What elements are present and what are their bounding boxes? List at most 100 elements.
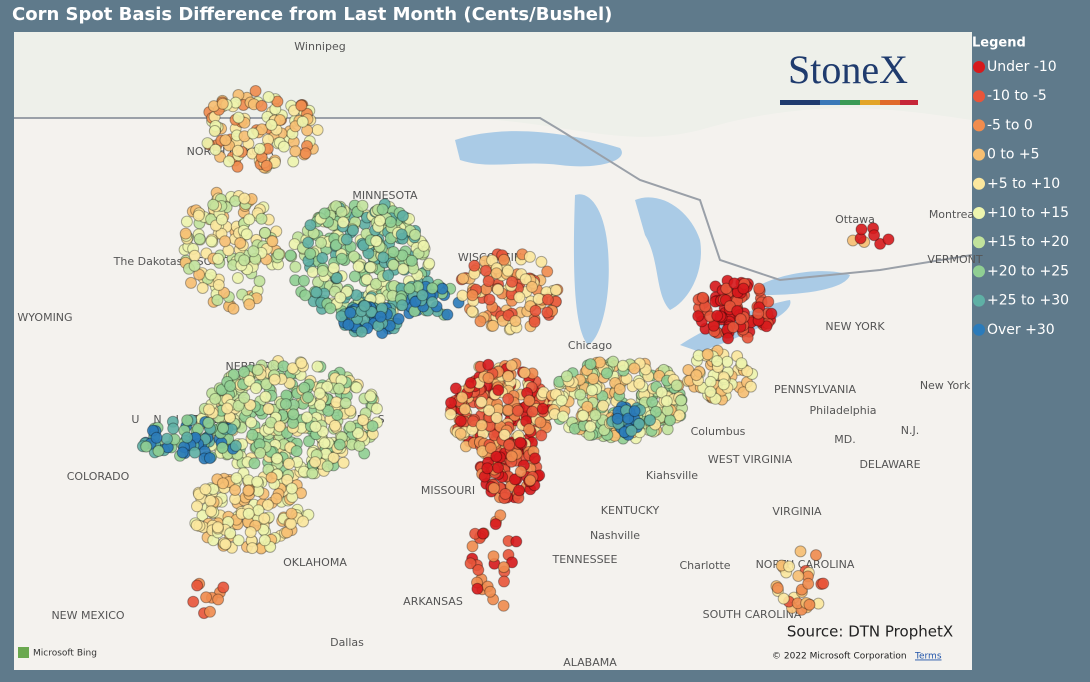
location-dot — [506, 275, 518, 288]
location-dot — [329, 419, 341, 432]
location-dot — [803, 598, 816, 611]
location-dot — [188, 249, 201, 262]
location-dot — [783, 560, 796, 573]
location-dot — [180, 215, 193, 228]
location-dot — [711, 355, 724, 368]
terms-link[interactable]: Terms — [914, 652, 942, 662]
location-dot — [150, 431, 163, 444]
location-dot — [655, 386, 668, 399]
location-dot — [286, 362, 299, 375]
location-dot — [792, 570, 805, 582]
location-dot — [217, 581, 230, 594]
location-dot — [303, 435, 315, 448]
legend-label: 0 to +5 — [987, 147, 1040, 163]
location-dot — [777, 592, 790, 605]
location-dot — [271, 452, 283, 465]
legend-swatch — [973, 90, 985, 103]
location-dot — [660, 395, 673, 408]
location-dot — [260, 159, 273, 172]
location-dot — [281, 473, 294, 486]
location-dot — [203, 403, 215, 416]
location-dot — [140, 440, 153, 453]
location-dot — [253, 275, 266, 288]
location-dot — [217, 477, 229, 490]
location-dot — [392, 312, 405, 325]
location-dot — [633, 417, 646, 430]
location-dot — [302, 236, 315, 249]
location-dot — [586, 384, 598, 397]
location-dot — [477, 527, 489, 540]
location-dot — [209, 143, 222, 156]
location-dot — [251, 364, 264, 376]
legend-swatch — [973, 294, 985, 307]
location-dot — [215, 213, 228, 226]
map-label: MINNESOTA — [352, 189, 418, 202]
location-dot — [514, 436, 527, 449]
location-dot — [176, 446, 189, 459]
legend-swatch — [973, 148, 985, 161]
location-dot — [229, 484, 242, 496]
location-dot — [625, 424, 638, 437]
location-dot — [265, 471, 278, 484]
legend: Under -10 -10 to -5 -5 to 0 0 to +5 +5 to +1… — [973, 59, 1069, 338]
location-dot — [802, 577, 815, 590]
location-dot — [499, 488, 512, 500]
location-dot — [589, 409, 602, 422]
map-label: Nashville — [590, 529, 640, 542]
location-dot — [492, 461, 504, 474]
location-dot — [611, 412, 624, 425]
legend-label: +15 to +20 — [987, 234, 1069, 250]
location-dot — [534, 416, 547, 429]
location-dot — [466, 540, 479, 553]
location-dot — [704, 375, 717, 388]
location-dot — [238, 366, 250, 378]
location-dot — [396, 299, 409, 312]
location-dot — [314, 398, 327, 411]
location-dot — [290, 445, 303, 458]
location-dot — [231, 144, 244, 157]
location-dot — [352, 427, 364, 440]
location-dot — [227, 302, 240, 315]
location-dot — [289, 260, 302, 273]
map-label: Chicago — [568, 339, 612, 352]
location-dot — [310, 286, 323, 299]
location-dot — [523, 250, 536, 263]
location-dot — [481, 462, 494, 475]
location-dot — [337, 456, 350, 469]
location-dot — [259, 390, 272, 403]
location-dot — [334, 291, 347, 304]
logo-bar-segment — [820, 100, 840, 105]
location-dot — [449, 382, 462, 395]
location-dot — [284, 517, 297, 530]
location-dot — [219, 235, 231, 248]
location-dot — [445, 396, 457, 409]
location-dot — [297, 274, 310, 287]
location-dot — [330, 239, 343, 252]
location-dot — [475, 396, 488, 408]
location-dot — [417, 239, 430, 252]
location-dot — [613, 383, 626, 396]
location-dot — [258, 534, 271, 547]
location-dot — [188, 446, 201, 459]
location-dot — [492, 384, 505, 397]
location-dot — [441, 308, 454, 321]
location-dot — [458, 403, 471, 416]
location-dot — [221, 402, 234, 415]
location-dot — [330, 272, 343, 284]
legend-label: +10 to +15 — [987, 205, 1069, 221]
location-dot — [502, 392, 515, 405]
location-dot — [327, 262, 340, 275]
location-dot — [321, 380, 334, 393]
location-dot — [454, 414, 467, 427]
location-dot — [199, 483, 212, 496]
logo-bar-segment — [900, 100, 918, 105]
location-dot — [205, 505, 218, 518]
location-dot — [384, 216, 397, 228]
location-dot — [374, 310, 387, 323]
location-dot — [472, 564, 485, 576]
location-dot — [628, 405, 641, 418]
location-dot — [471, 582, 484, 595]
location-dot — [289, 145, 302, 158]
location-dot — [262, 402, 275, 415]
location-dot — [335, 206, 348, 218]
